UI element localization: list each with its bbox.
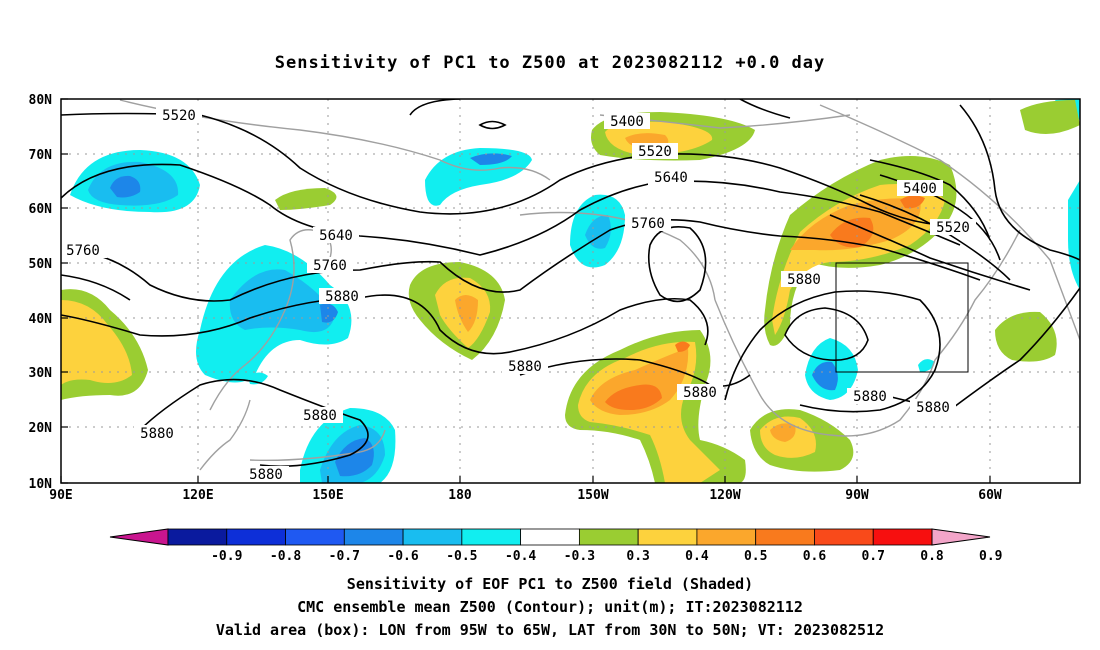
contour-label: 5880 <box>325 289 359 305</box>
caption-line-1: Sensitivity of EOF PC1 to Z500 field (Sh… <box>347 575 753 593</box>
colorbar-label: -0.4 <box>505 549 536 564</box>
map-frame <box>60 98 1081 484</box>
lat-label: 20N <box>29 421 53 436</box>
colorbar-label: 0.7 <box>861 549 884 564</box>
contour-east-atlantic <box>959 104 1080 261</box>
contour-label: 5880 <box>303 408 337 424</box>
contour-5880-pacific <box>519 358 751 388</box>
positive-area-atlantic <box>995 311 1057 362</box>
lon-label: 150E <box>312 488 343 503</box>
contour-label: 5520 <box>936 220 970 236</box>
contour-label: 5400 <box>903 181 937 197</box>
lat-label: 60N <box>29 202 53 217</box>
colorbar-label: -0.9 <box>211 549 242 564</box>
colorbar-segment <box>872 528 933 546</box>
lat-label: 30N <box>29 366 53 381</box>
lon-label: 150W <box>577 488 608 503</box>
lon-label: 120W <box>709 488 740 503</box>
colorbar-label: 0.4 <box>685 549 709 564</box>
colorbar-segment <box>461 528 522 546</box>
contour-5880-gulfstream <box>864 287 1080 411</box>
longitude-labels: 90E 120E 150E 180 150W 120W 90W 60W <box>49 488 1002 503</box>
lat-label: 70N <box>29 148 53 163</box>
colorbar-label: -0.5 <box>446 549 477 564</box>
colorbar-segment <box>637 528 698 546</box>
contour-alaska-low <box>647 226 707 303</box>
caption-line-2: CMC ensemble mean Z500 (Contour); unit(m… <box>297 598 803 616</box>
colorbar-segment <box>755 528 815 546</box>
colorbar-segment <box>520 528 580 546</box>
contour-label: 5880 <box>916 400 950 416</box>
contour-5880-ring <box>784 307 869 361</box>
contour-5520-west <box>61 112 941 226</box>
contour-label: 5760 <box>66 243 100 259</box>
colorbar-extend-low <box>109 528 169 546</box>
contour-label: 5880 <box>683 385 717 401</box>
colorbar-segment <box>402 528 463 546</box>
colorbar-segment <box>578 528 639 546</box>
lon-label: 60W <box>978 488 1002 503</box>
contour-label: 5760 <box>313 258 347 274</box>
lat-label: 80N <box>29 93 53 108</box>
contour-label: 5640 <box>319 228 353 244</box>
contour-5760 <box>61 218 981 302</box>
contour-5880-south <box>139 378 369 468</box>
colorbar-segment <box>226 528 286 546</box>
contour-label: 5880 <box>508 359 542 375</box>
lat-label: 10N <box>29 477 53 492</box>
positive-area-north-atlantic <box>1020 100 1080 134</box>
map-panel: 5520 5400 5520 5640 5760 5640 5760 5760 … <box>61 99 1080 483</box>
contour-5880-west <box>61 294 709 355</box>
colorbar-segment <box>285 528 345 546</box>
colorbar-label: -0.7 <box>329 549 360 564</box>
contour-label: 5760 <box>631 216 665 232</box>
figure-title: Sensitivity of PC1 to Z500 at 2023082112… <box>275 53 826 73</box>
tick-marks <box>60 98 991 484</box>
colorbar-label: 0.8 <box>920 549 944 564</box>
contour-label: 5880 <box>853 389 887 405</box>
negative-area-bering <box>425 148 532 206</box>
colorbar-label: -0.3 <box>564 549 595 564</box>
contour-label: 5520 <box>638 144 672 160</box>
colorbar-extend-high <box>931 528 991 546</box>
shaded-sensitivity-field <box>61 99 1080 483</box>
contour-label: 5640 <box>654 170 688 186</box>
contour-label: 5520 <box>162 108 196 124</box>
contour-5640 <box>61 163 961 256</box>
contour-label: 5400 <box>610 114 644 130</box>
colorbar-label: 0.3 <box>626 549 649 564</box>
lat-label: 40N <box>29 312 53 327</box>
colorbar-label: -0.8 <box>270 549 301 564</box>
latitude-labels: 80N 70N 60N 50N 40N 30N 20N 10N <box>29 93 53 492</box>
contour-5880-east <box>724 290 941 413</box>
colorbar-label: 0.6 <box>803 549 827 564</box>
contour-label: 5880 <box>787 272 821 288</box>
colorbar-label: 0.9 <box>979 549 1002 564</box>
lon-label: 90W <box>845 488 869 503</box>
lon-label: 90E <box>49 488 72 503</box>
positive-area-siberia <box>275 188 337 210</box>
lat-label: 50N <box>29 257 53 272</box>
z500-contours <box>61 99 1080 468</box>
contour-labels: 5520 5400 5520 5640 5760 5640 5760 5760 … <box>61 107 976 483</box>
lon-label: 180 <box>448 488 472 503</box>
contour-label: 5880 <box>249 467 283 483</box>
colorbar-segment <box>343 528 404 546</box>
colorbar-label: -0.6 <box>387 549 418 564</box>
lon-label: 120E <box>182 488 213 503</box>
colorbar-segment <box>814 528 874 546</box>
colorbar-label: 0.5 <box>744 549 767 564</box>
valid-area-box <box>835 262 969 373</box>
colorbar-segment <box>696 528 757 546</box>
colorbar: -0.9 -0.8 -0.7 -0.6 -0.5 -0.4 -0.3 0.3 0.4 0.5 0.6… <box>109 528 1003 564</box>
caption-line-3: Valid area (box): LON from 95W to 65W, L… <box>216 621 884 639</box>
contour-canada-dense <box>829 159 1031 291</box>
contour-label: 5880 <box>140 426 174 442</box>
colorbar-segment <box>167 528 228 546</box>
